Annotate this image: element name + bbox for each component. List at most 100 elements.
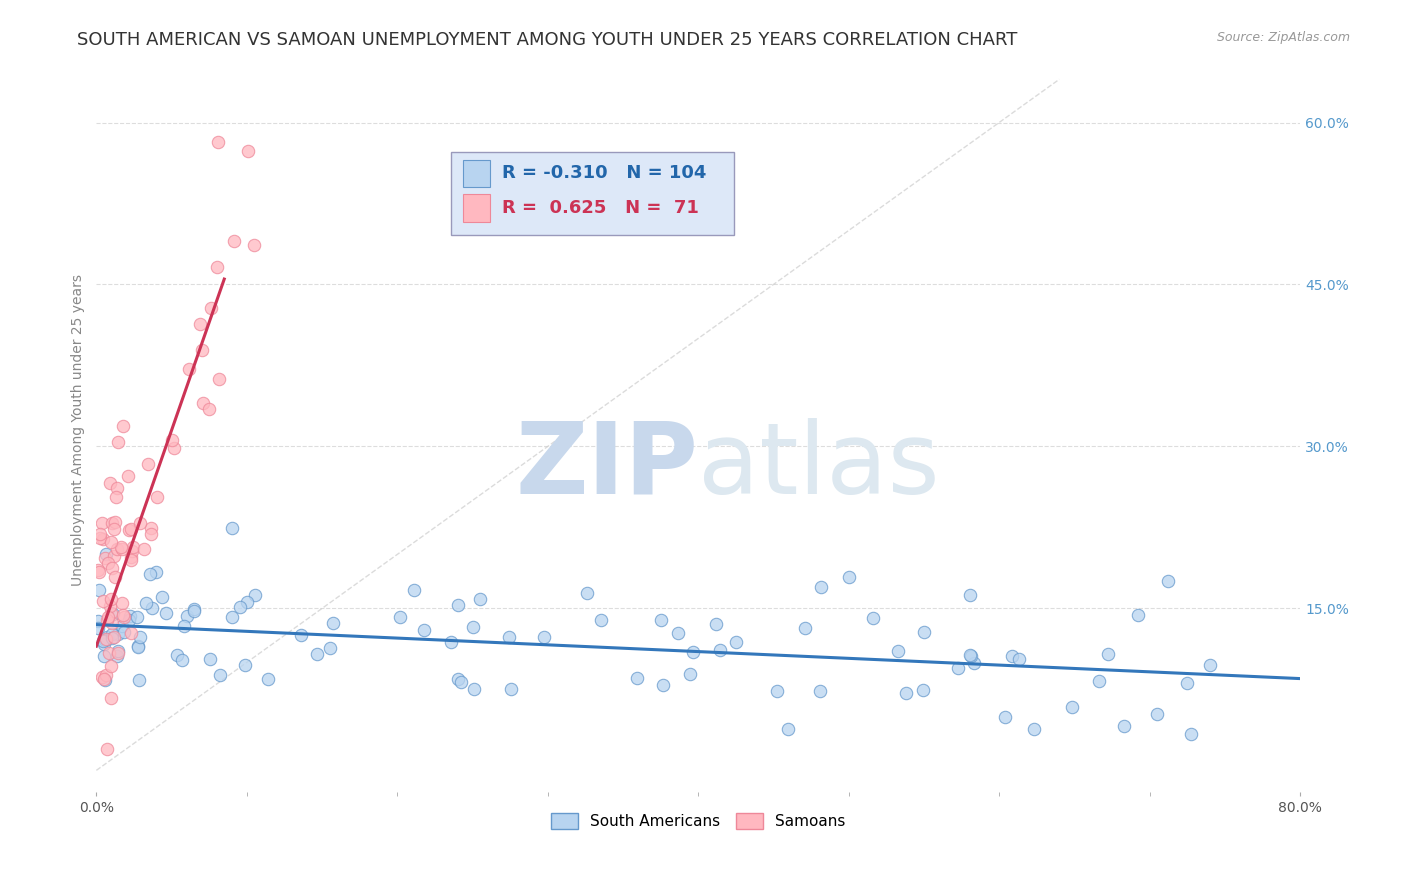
- Point: [1062, 700, 1084, 714]
- Point: [176, 609, 198, 624]
- Point: [107, 627, 129, 641]
- Point: [224, 234, 246, 248]
- Point: [221, 610, 243, 624]
- Point: [97, 646, 120, 660]
- Point: [89, 526, 111, 541]
- Point: [402, 582, 425, 597]
- Legend: South Americans, Samoans: South Americans, Samoans: [544, 806, 852, 835]
- Point: [810, 580, 832, 594]
- Point: [93, 637, 115, 651]
- Point: [725, 634, 748, 648]
- Point: [87, 583, 110, 598]
- Point: [290, 628, 312, 642]
- Point: [96, 613, 118, 627]
- Point: [101, 616, 124, 631]
- Point: [105, 482, 128, 496]
- Point: [96, 631, 118, 645]
- Text: R =  0.625   N =  71: R = 0.625 N = 71: [502, 199, 699, 217]
- Point: [127, 639, 149, 653]
- Point: [626, 671, 648, 685]
- Point: [117, 468, 139, 483]
- Point: [1024, 722, 1046, 736]
- Point: [959, 588, 981, 602]
- Point: [221, 521, 243, 535]
- Point: [105, 541, 128, 556]
- Point: [233, 658, 256, 673]
- Point: [499, 681, 522, 696]
- Point: [103, 631, 125, 645]
- Point: [111, 541, 134, 556]
- Point: [838, 570, 860, 584]
- Point: [205, 260, 228, 274]
- Point: [107, 644, 129, 658]
- Point: [129, 516, 152, 530]
- Point: [96, 742, 118, 756]
- Point: [960, 648, 983, 663]
- Point: [1000, 648, 1022, 663]
- Point: [155, 606, 177, 620]
- Point: [193, 396, 215, 410]
- Point: [709, 643, 731, 657]
- Point: [121, 544, 143, 558]
- Point: [118, 613, 141, 627]
- Point: [135, 596, 157, 610]
- Point: [112, 624, 135, 639]
- Point: [766, 684, 789, 698]
- Point: [894, 686, 917, 700]
- Point: [132, 541, 155, 556]
- Point: [183, 602, 205, 616]
- Point: [576, 585, 599, 599]
- Point: [229, 599, 252, 614]
- Point: [1180, 727, 1202, 741]
- Point: [948, 661, 970, 675]
- Point: [93, 593, 115, 607]
- Point: [959, 648, 981, 662]
- Point: [87, 620, 110, 634]
- Point: [1112, 718, 1135, 732]
- Point: [100, 691, 122, 706]
- Point: [447, 598, 470, 612]
- Point: [963, 656, 986, 670]
- Point: [447, 672, 470, 686]
- Point: [177, 362, 200, 376]
- Point: [101, 632, 124, 646]
- Point: [776, 723, 799, 737]
- Y-axis label: Unemployment Among Youth under 25 years: Unemployment Among Youth under 25 years: [72, 274, 86, 586]
- Point: [118, 609, 141, 624]
- Point: [650, 613, 672, 627]
- Point: [91, 532, 114, 546]
- Text: ZIP: ZIP: [516, 418, 699, 515]
- Point: [463, 619, 485, 633]
- Point: [103, 522, 125, 536]
- Point: [146, 490, 169, 504]
- Point: [188, 317, 211, 331]
- Point: [1097, 647, 1119, 661]
- Point: [111, 418, 134, 433]
- Point: [912, 625, 935, 640]
- Point: [862, 610, 884, 624]
- Point: [120, 626, 142, 640]
- Point: [128, 673, 150, 687]
- Point: [200, 301, 222, 316]
- Point: [236, 595, 259, 609]
- Point: [138, 567, 160, 582]
- Point: [679, 666, 702, 681]
- Point: [107, 646, 129, 660]
- Point: [112, 608, 135, 623]
- Point: [468, 591, 491, 606]
- Text: R = -0.310   N = 104: R = -0.310 N = 104: [502, 164, 706, 183]
- Point: [183, 604, 205, 618]
- Point: [94, 632, 117, 646]
- Point: [87, 566, 110, 580]
- Point: [90, 670, 112, 684]
- Point: [93, 673, 115, 687]
- Point: [98, 475, 121, 490]
- Point: [111, 597, 134, 611]
- Text: atlas: atlas: [699, 418, 939, 515]
- Point: [307, 647, 329, 661]
- Point: [163, 442, 186, 456]
- Point: [90, 516, 112, 530]
- Point: [243, 588, 266, 602]
- Point: [112, 609, 135, 624]
- FancyBboxPatch shape: [464, 194, 489, 222]
